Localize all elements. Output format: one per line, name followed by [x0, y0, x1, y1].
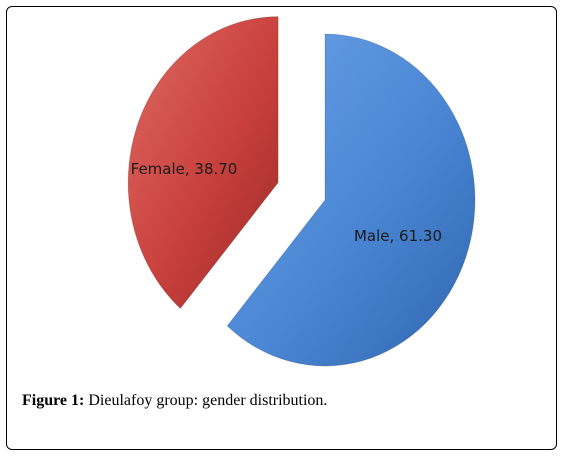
caption-text: Dieulafoy group: gender distribution. [84, 392, 328, 409]
pie-slice-female [127, 16, 279, 310]
slice-label-male: Male, 61.30 [354, 227, 442, 245]
labels-layer: Male, 61.30 Female, 38.70 [131, 160, 442, 245]
caption-label: Figure 1: [22, 392, 85, 409]
slices-layer [127, 16, 476, 367]
figure-caption: Figure 1: Dieulafoy group: gender distri… [22, 392, 327, 410]
slice-label-female: Female, 38.70 [131, 160, 238, 178]
pie-chart: Male, 61.30 Female, 38.70 [127, 16, 476, 367]
pie-slice-male [226, 33, 476, 367]
